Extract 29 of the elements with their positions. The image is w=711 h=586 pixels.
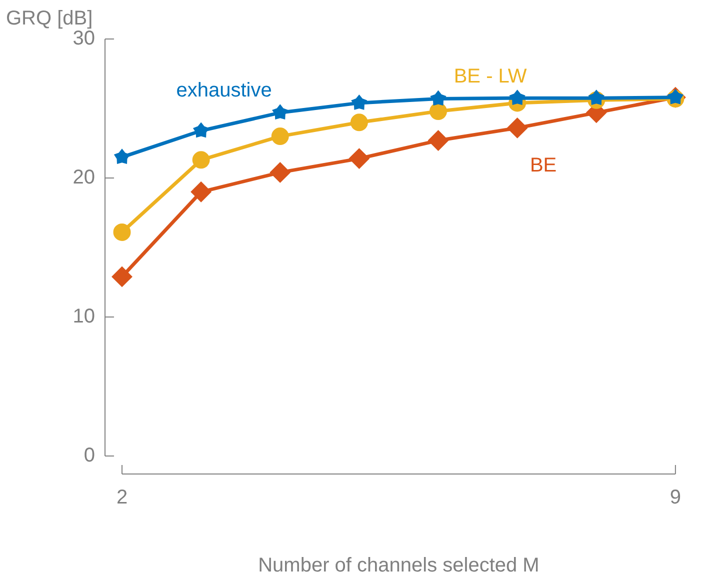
point bbox=[272, 104, 288, 120]
point bbox=[509, 90, 526, 105]
point bbox=[588, 90, 604, 105]
series-label: BE - LW bbox=[454, 65, 527, 88]
point bbox=[112, 266, 132, 286]
point bbox=[270, 162, 290, 182]
point bbox=[351, 94, 368, 110]
point bbox=[508, 118, 528, 138]
point bbox=[430, 102, 447, 120]
y-tick-label: 20 bbox=[72, 166, 95, 189]
point bbox=[428, 130, 448, 150]
x-tick-label: 9 bbox=[670, 486, 681, 509]
point bbox=[114, 148, 130, 164]
point bbox=[191, 182, 211, 202]
series-label: BE bbox=[530, 154, 557, 176]
point bbox=[113, 223, 131, 241]
point bbox=[430, 90, 446, 106]
point bbox=[349, 148, 369, 168]
y-axis-title: GRQ [dB] bbox=[6, 8, 93, 30]
point bbox=[350, 114, 368, 132]
series-label: exhaustive bbox=[176, 79, 272, 102]
y-tick-label: 10 bbox=[72, 306, 95, 328]
point bbox=[192, 151, 210, 169]
y-tick-label: 30 bbox=[72, 28, 95, 50]
point bbox=[271, 128, 289, 146]
x-axis-title: Number of channels selected M bbox=[258, 554, 540, 577]
x-tick-label: 2 bbox=[116, 486, 128, 509]
y-tick-label: 0 bbox=[84, 444, 95, 467]
point bbox=[192, 122, 210, 138]
